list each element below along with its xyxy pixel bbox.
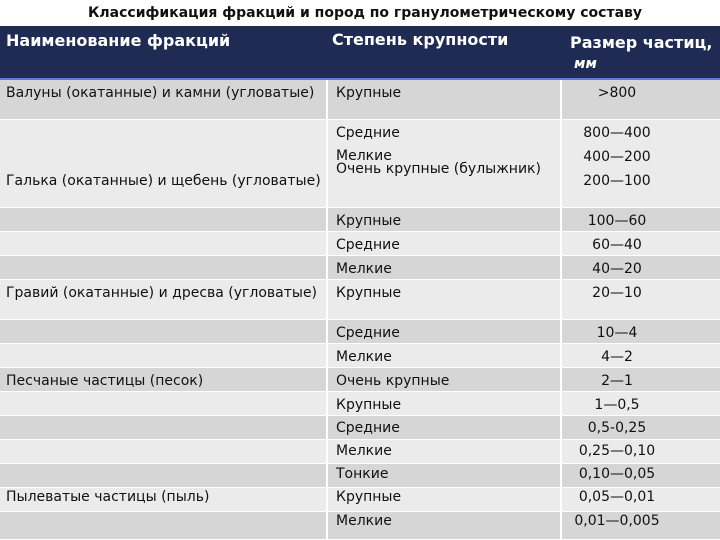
size-cell: 20—10	[592, 285, 642, 301]
table-row	[0, 416, 720, 440]
slide-title: Классификация фракций и пород по грануло…	[0, 0, 720, 26]
size-cell: 2—1	[601, 373, 633, 389]
size-cell: 800—400	[583, 125, 651, 141]
degree-cell: Очень крупные (булыжник)	[336, 161, 541, 177]
table-row	[0, 464, 720, 488]
table-row	[0, 512, 720, 540]
table-row	[0, 256, 720, 280]
size-cell: 400—200	[583, 149, 651, 165]
degree-cell: Мелкие	[336, 443, 392, 459]
table-row	[0, 440, 720, 464]
degree-cell: Очень крупные	[336, 373, 450, 389]
degree-cell: Средние	[336, 237, 400, 253]
table-row	[0, 80, 720, 120]
column-divider	[560, 80, 562, 540]
size-cell: 0,10—0,05	[578, 466, 656, 482]
degree-cell: Средние	[336, 325, 400, 341]
table-row	[0, 488, 720, 512]
fraction-name: Гравий (окатанные) и дресва (угловатые)	[6, 285, 318, 301]
degree-cell: Мелкие	[336, 148, 392, 164]
header-name: Наименование фракций	[6, 31, 231, 50]
degree-cell: Крупные	[336, 85, 402, 101]
fraction-name: Песчаные частицы (песок)	[6, 373, 204, 389]
degree-cell: Мелкие	[336, 349, 392, 365]
degree-cell: Крупные	[336, 285, 402, 301]
table-row	[0, 280, 720, 320]
degree-cell: Крупные	[336, 213, 402, 229]
size-cell: 0,5-0,25	[587, 420, 647, 436]
table-row	[0, 208, 720, 232]
table-row	[0, 320, 720, 344]
size-cell: 4—2	[601, 349, 633, 365]
degree-cell: Крупные	[336, 489, 402, 505]
fraction-name: Валуны (окатанные) и камни (угловатые)	[6, 85, 315, 101]
size-cell: 0,05—0,01	[578, 489, 656, 505]
header-size-unit: мм	[574, 56, 597, 72]
table-row	[0, 392, 720, 416]
size-cell: >800	[597, 85, 637, 101]
size-cell: 1—0,5	[594, 397, 640, 413]
degree-cell: Тонкие	[336, 466, 389, 482]
size-cell: 60—40	[592, 237, 642, 253]
degree-cell: Мелкие	[336, 261, 392, 277]
size-cell: 100—60	[587, 213, 647, 229]
table-row	[0, 120, 720, 208]
degree-cell: Мелкие	[336, 513, 392, 529]
table-header: Наименование фракций Степень крупности Р…	[0, 26, 720, 80]
fraction-name: Галька (окатанные) и щебень (угловатые)	[6, 173, 321, 189]
table-row	[0, 232, 720, 256]
header-size: Размер частиц,	[570, 33, 713, 52]
header-degree: Степень крупности	[332, 30, 509, 49]
degree-cell: Крупные	[336, 397, 402, 413]
degree-cell: Средние	[336, 125, 400, 141]
table-row	[0, 344, 720, 368]
size-cell: 0,25—0,10	[578, 443, 656, 459]
table-row	[0, 368, 720, 392]
fraction-name: Пылеватые частицы (пыль)	[6, 489, 210, 505]
degree-cell: Средние	[336, 420, 400, 436]
size-cell: 40—20	[592, 261, 642, 277]
size-cell: 0,01—0,005	[574, 513, 660, 529]
column-divider	[326, 80, 328, 540]
size-cell: 10—4	[596, 325, 638, 341]
size-cell: 200—100	[583, 173, 651, 189]
